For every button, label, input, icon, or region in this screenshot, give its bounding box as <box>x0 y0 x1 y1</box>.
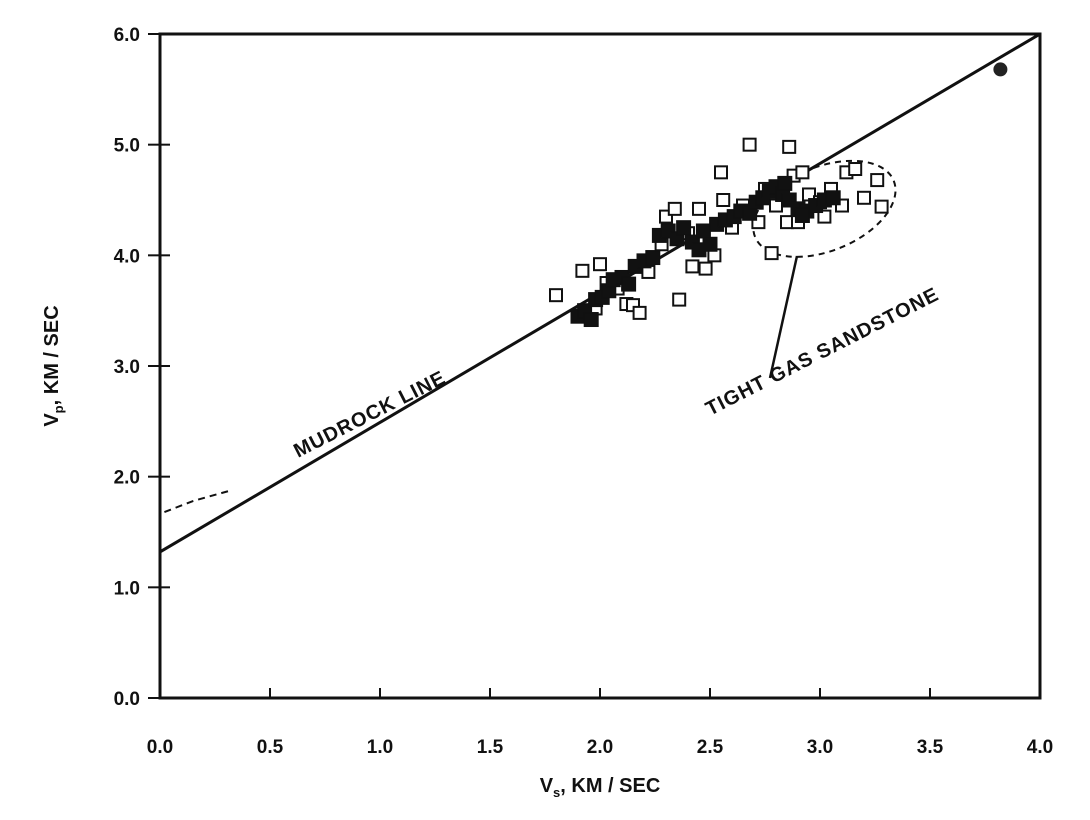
open-square-point <box>667 201 682 216</box>
filled-square-point <box>825 190 841 206</box>
filled-square-point <box>676 220 692 236</box>
open-square-point <box>817 209 832 224</box>
x-tick-label: 1.0 <box>367 737 393 758</box>
filled-square-point <box>695 223 711 239</box>
filled-square-point <box>583 312 599 328</box>
y-axis: 0.0 1.0 2.0 3.0 4.0 5.0 6.0 <box>114 25 170 710</box>
open-square-point <box>593 257 607 272</box>
filled-square-point <box>794 207 810 223</box>
filled-square-point <box>777 175 793 191</box>
x-tick-label: 3.5 <box>917 737 944 758</box>
y-tick-label: 5.0 <box>114 136 140 157</box>
filled-square-point <box>621 276 637 292</box>
x-axis: 0.0 0.5 1.0 1.5 2.0 2.5 3.0 3.5 4.0 <box>147 688 1053 758</box>
x-tick-label: 4.0 <box>1027 737 1053 758</box>
open-square-point <box>632 305 647 320</box>
open-square-point <box>692 201 706 216</box>
y-tick-label: 3.0 <box>114 357 140 378</box>
open-square-point <box>764 246 779 261</box>
open-square-point <box>848 162 863 177</box>
open-square-point <box>857 190 871 205</box>
x-tick-label: 2.5 <box>697 737 724 758</box>
open-square-point <box>874 199 889 214</box>
x-tick-label: 0.0 <box>147 737 173 758</box>
x-tick-label: 3.0 <box>807 737 833 758</box>
x-tick-label: 1.5 <box>477 737 504 758</box>
filled-square-markers <box>570 175 841 328</box>
open-square-point <box>870 173 885 188</box>
y-tick-label: 1.0 <box>114 578 140 599</box>
tight-gas-sandstone-label: TIGHT GAS SANDSTONE <box>702 283 942 420</box>
open-square-point <box>672 292 687 307</box>
annotation-arrow <box>768 255 799 379</box>
y-tick-label: 4.0 <box>114 246 140 267</box>
y-tick-label: 0.0 <box>114 689 140 710</box>
filled-circle-markers <box>993 62 1008 77</box>
x-axis-label: Vs, KM / SEC <box>540 775 661 800</box>
filled-square-point <box>645 250 661 266</box>
open-square-point <box>549 288 563 303</box>
open-square-point <box>795 165 810 180</box>
open-square-point <box>698 261 713 276</box>
open-square-point <box>575 263 590 278</box>
open-square-point <box>685 259 700 274</box>
dashed-extension <box>164 488 233 514</box>
filled-square-point <box>702 236 718 252</box>
open-square-point <box>782 139 797 154</box>
open-square-point <box>742 137 757 152</box>
open-square-point <box>714 165 728 180</box>
mudrock-line-label: MUDROCK LINE <box>290 367 449 463</box>
y-tick-label: 2.0 <box>114 468 140 489</box>
x-tick-label: 0.5 <box>257 737 284 758</box>
x-tick-label: 2.0 <box>587 737 613 758</box>
open-square-point <box>716 193 731 207</box>
plot-frame <box>158 32 1042 700</box>
filled-circle-point <box>993 62 1008 77</box>
y-tick-label: 6.0 <box>114 25 140 46</box>
y-axis-label: Vp, KM / SEC <box>41 305 66 426</box>
